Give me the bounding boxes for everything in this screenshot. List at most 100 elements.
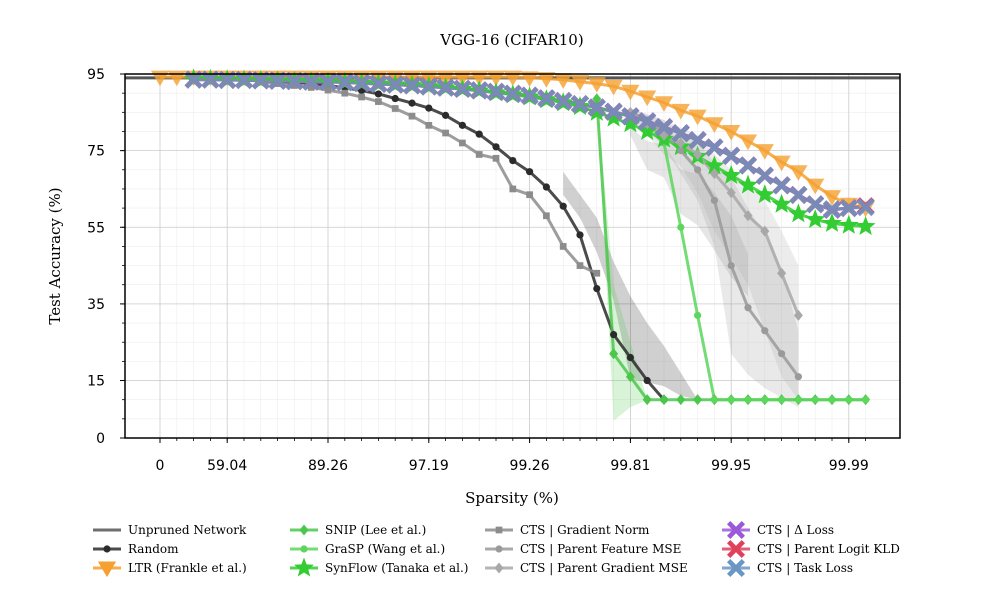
x-tick-label: 89.26 <box>308 458 348 474</box>
data-point <box>642 394 652 406</box>
legend-entry: CTS | Δ Loss <box>722 521 834 539</box>
data-point <box>436 78 455 97</box>
data-point <box>727 396 735 404</box>
legend-entry: GraSP (Wang et al.) <box>290 542 445 556</box>
y-tick-label: 55 <box>87 220 105 236</box>
data-point <box>542 183 551 191</box>
data-point <box>761 327 769 335</box>
data-point <box>537 72 556 88</box>
data-point <box>526 191 533 199</box>
data-point <box>777 267 787 279</box>
data-point <box>403 76 421 95</box>
legend-marker <box>727 540 745 558</box>
data-point <box>487 83 505 101</box>
data-point <box>586 101 607 121</box>
data-point <box>307 84 315 91</box>
data-point <box>570 75 590 91</box>
legend-label: SNIP (Lee et al.) <box>325 523 426 537</box>
grid <box>125 73 900 439</box>
data-point <box>862 396 870 404</box>
data-point <box>459 139 466 147</box>
data-point <box>352 74 371 93</box>
data-point <box>503 84 522 103</box>
data-point <box>554 73 573 89</box>
data-point <box>592 93 602 105</box>
data-point <box>738 134 758 151</box>
data-point <box>721 165 742 184</box>
data-point <box>722 147 741 165</box>
legend-entry: CTS | Task Loss <box>722 559 853 577</box>
data-point <box>375 98 382 105</box>
data-point <box>760 225 770 237</box>
legend-marker <box>727 521 745 539</box>
data-point <box>771 193 792 213</box>
data-point <box>609 348 619 360</box>
data-point <box>626 353 635 362</box>
legend-entry: CTS | Parent Logit KLD <box>722 540 900 558</box>
legend-label: CTS | Parent Feature MSE <box>520 542 681 556</box>
data-point <box>520 86 539 105</box>
x-tick-label: 99.99 <box>829 458 869 474</box>
data-point <box>828 396 836 404</box>
data-point <box>789 165 808 181</box>
data-point <box>710 196 719 205</box>
data-point <box>291 82 298 89</box>
data-point <box>722 124 741 141</box>
data-point <box>778 350 786 358</box>
data-point <box>755 166 774 185</box>
data-point <box>520 71 539 87</box>
data-point <box>408 112 416 120</box>
legend-label: SynFlow (Tanaka et al.) <box>325 561 468 575</box>
data-point <box>492 143 500 151</box>
x-tick-label: 99.95 <box>711 458 751 474</box>
data-point <box>621 84 640 101</box>
confidence-band <box>563 171 698 400</box>
data-point <box>805 209 826 229</box>
data-point <box>369 75 388 93</box>
data-point <box>604 79 623 96</box>
data-point <box>453 79 472 98</box>
data-point <box>772 155 791 172</box>
data-point <box>705 138 724 157</box>
legend-entry: Random <box>93 542 179 556</box>
data-point <box>621 107 640 126</box>
legend-marker <box>300 545 308 553</box>
data-point <box>838 214 859 234</box>
data-point <box>694 311 702 319</box>
confidence-band <box>630 108 799 408</box>
data-point <box>710 396 719 404</box>
data-point <box>470 81 489 100</box>
data-point <box>839 199 858 218</box>
data-point <box>475 130 483 138</box>
data-point <box>492 154 500 162</box>
data-point <box>324 86 332 94</box>
data-point <box>603 107 624 127</box>
data-point <box>526 168 534 176</box>
legend-label: GraSP (Wang et al.) <box>325 542 445 556</box>
legend-marker <box>97 561 117 578</box>
data-point <box>509 185 517 193</box>
data-point <box>386 75 405 94</box>
data-point <box>391 94 399 103</box>
legend-marker <box>495 545 503 553</box>
series-markers <box>150 68 876 406</box>
data-point <box>677 147 685 155</box>
data-point <box>587 77 606 93</box>
x-axis-label: Sparsity (%) <box>465 489 559 507</box>
data-point <box>593 284 601 293</box>
data-point <box>285 72 304 91</box>
data-point <box>537 89 556 108</box>
data-point <box>855 216 876 235</box>
data-point <box>408 99 416 107</box>
y-tick-label: 15 <box>87 374 105 390</box>
data-point <box>811 396 819 404</box>
legend-marker <box>294 557 314 577</box>
data-point <box>778 396 786 404</box>
data-point <box>744 304 752 312</box>
data-point <box>806 195 825 214</box>
data-point <box>302 72 321 91</box>
data-point <box>772 176 791 195</box>
data-point <box>587 98 606 117</box>
data-point <box>251 71 270 90</box>
